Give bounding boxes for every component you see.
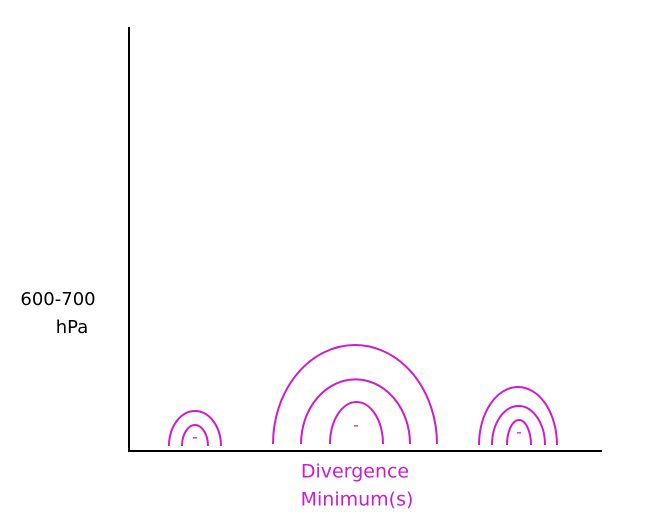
y-label: hPa: [56, 317, 88, 338]
contour: [272, 344, 438, 445]
minus-sign: -: [192, 428, 198, 447]
minimum-group: -: [168, 410, 222, 447]
contour: [168, 410, 222, 447]
contour: [491, 405, 546, 446]
contour: [506, 419, 532, 446]
contour: [478, 386, 558, 446]
y-label: 600-700: [20, 289, 95, 310]
minus-sign: -: [516, 423, 522, 442]
minus-sign: -: [353, 416, 359, 435]
contour: [300, 378, 411, 445]
contour: [181, 424, 209, 447]
contour: [329, 401, 384, 445]
minimum-group: -: [272, 344, 438, 445]
x-label: Minimum(s): [301, 489, 414, 511]
x-label: Divergence: [301, 461, 409, 483]
minimum-group: -: [478, 386, 558, 446]
